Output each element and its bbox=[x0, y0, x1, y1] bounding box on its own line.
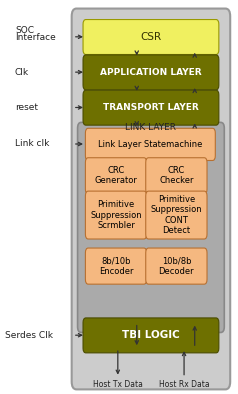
Text: TBI LOGIC: TBI LOGIC bbox=[122, 331, 180, 340]
Text: TRANSPORT LAYER: TRANSPORT LAYER bbox=[103, 103, 199, 112]
Text: Primitive
Suppression
CONT
Detect: Primitive Suppression CONT Detect bbox=[151, 195, 202, 235]
Text: LINK LAYER: LINK LAYER bbox=[125, 123, 176, 132]
Text: Primitive
Suppression
Scrmbler: Primitive Suppression Scrmbler bbox=[90, 200, 142, 230]
Text: Link Layer Statemachine: Link Layer Statemachine bbox=[98, 140, 203, 149]
Text: CSR: CSR bbox=[140, 32, 162, 42]
Text: 8b/10b
Encoder: 8b/10b Encoder bbox=[99, 256, 133, 276]
Text: Host Rx Data: Host Rx Data bbox=[159, 380, 209, 389]
FancyBboxPatch shape bbox=[78, 123, 224, 333]
FancyBboxPatch shape bbox=[83, 90, 219, 125]
FancyBboxPatch shape bbox=[72, 9, 230, 389]
Text: CRC
Checker: CRC Checker bbox=[159, 166, 194, 186]
Text: 10b/8b
Decoder: 10b/8b Decoder bbox=[159, 256, 194, 276]
Text: SOC: SOC bbox=[15, 26, 34, 35]
FancyBboxPatch shape bbox=[85, 191, 147, 239]
FancyBboxPatch shape bbox=[146, 191, 207, 239]
FancyBboxPatch shape bbox=[85, 158, 147, 194]
Text: Serdes Clk: Serdes Clk bbox=[5, 331, 53, 340]
FancyBboxPatch shape bbox=[85, 248, 147, 284]
FancyBboxPatch shape bbox=[83, 55, 219, 90]
Text: Host Tx Data: Host Tx Data bbox=[93, 380, 143, 389]
Text: Interface: Interface bbox=[15, 33, 56, 43]
FancyBboxPatch shape bbox=[146, 158, 207, 194]
FancyBboxPatch shape bbox=[146, 248, 207, 284]
FancyBboxPatch shape bbox=[83, 318, 219, 353]
Text: APPLICATION LAYER: APPLICATION LAYER bbox=[100, 68, 202, 77]
Text: Link clk: Link clk bbox=[15, 139, 49, 149]
Text: reset: reset bbox=[15, 103, 38, 112]
FancyBboxPatch shape bbox=[83, 20, 219, 54]
FancyBboxPatch shape bbox=[85, 128, 215, 160]
Text: Clk: Clk bbox=[15, 68, 29, 77]
Text: CRC
Generator: CRC Generator bbox=[94, 166, 138, 186]
